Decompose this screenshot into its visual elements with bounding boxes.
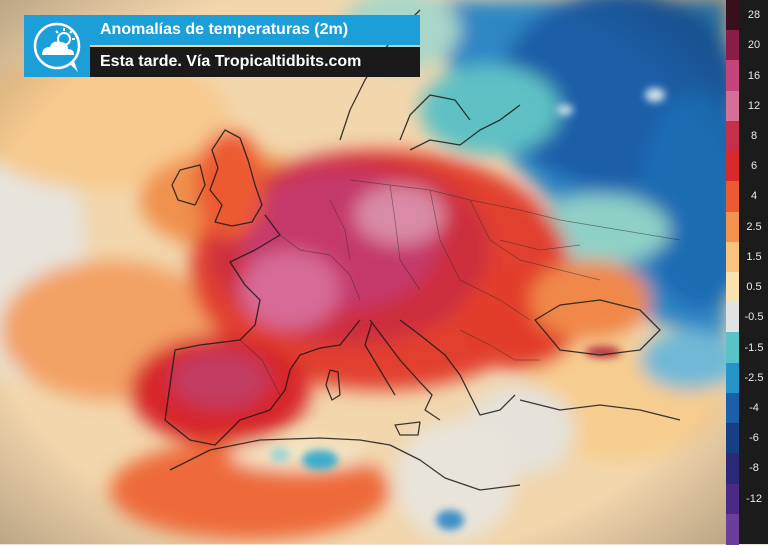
cloud-sun-icon	[33, 22, 81, 72]
legend-label: 12	[747, 99, 761, 112]
legend-color-swatch	[726, 272, 739, 304]
legend-label: 16	[747, 69, 761, 82]
legend-color-swatch	[726, 181, 739, 213]
legend-label: -4	[749, 402, 759, 414]
legend-color-swatch	[726, 423, 739, 455]
legend-label: 2.5	[746, 220, 762, 233]
legend-color-swatch	[726, 211, 739, 243]
legend-label: 6	[750, 160, 758, 173]
legend-color-swatch	[726, 332, 739, 364]
legend-label: 4	[750, 190, 758, 203]
temperature-anomaly-map	[0, 0, 726, 544]
legend-color-swatch	[726, 302, 739, 334]
legend-label: -0.5	[744, 311, 764, 324]
map-title: Anomalías de temperaturas (2m)	[100, 21, 349, 38]
legend-label: -6	[749, 432, 759, 445]
title-bar: Anomalías de temperaturas (2m)	[90, 15, 420, 45]
legend-color-swatch	[726, 483, 739, 515]
legend-color-swatch	[726, 513, 739, 545]
legend-color-swatch	[726, 362, 739, 394]
legend-color-swatch	[726, 0, 739, 32]
legend-label: 1.5	[746, 250, 762, 263]
logo	[24, 15, 90, 77]
legend-color-swatch	[726, 30, 739, 62]
legend-label: -8	[749, 462, 759, 475]
legend-label: 28	[747, 9, 761, 22]
legend-label: 8	[750, 130, 758, 142]
legend-label: 20	[747, 39, 761, 52]
subtitle-bar: Esta tarde. Vía Tropicaltidbits.com	[90, 47, 420, 77]
legend-color-swatch	[726, 90, 739, 122]
legend-label: -2.5	[744, 371, 764, 384]
map-subtitle: Esta tarde. Vía Tropicaltidbits.com	[100, 53, 362, 70]
legend-label: 0.5	[746, 281, 762, 294]
map-canvas	[0, 0, 726, 544]
legend-color-swatch	[726, 151, 739, 183]
legend-color-swatch	[726, 453, 739, 485]
legend-label: -12	[746, 492, 762, 505]
legend-color-swatch	[726, 60, 739, 92]
legend-label: -1.5	[744, 341, 764, 354]
color-scale-legend: 28 20 16 12 8 6 4 2.5 1.5 0.5 -0.5 -1.5 -2.5 -4 -6 -8 -1…	[726, 0, 768, 545]
legend-color-swatch	[726, 241, 739, 273]
legend-color-swatch	[726, 392, 739, 425]
legend-color-swatch	[726, 120, 739, 153]
